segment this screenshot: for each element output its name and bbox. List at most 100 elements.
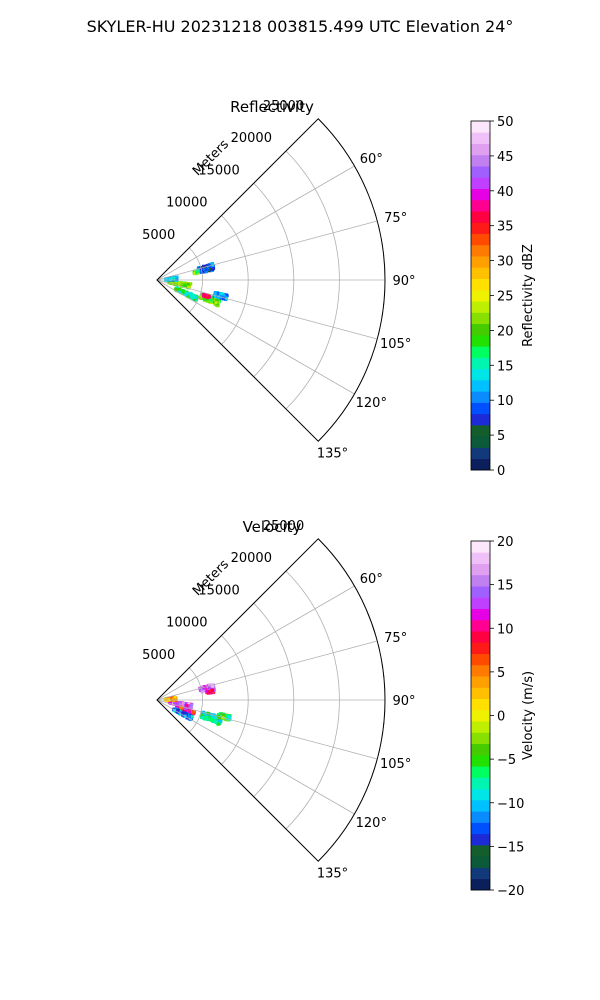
colorbar-swatch [471, 766, 490, 778]
azimuth-tick-label: 60° [360, 152, 383, 167]
colorbar-swatch [471, 642, 490, 654]
azimuth-tick-label: 105° [380, 757, 411, 772]
colorbar: −20 −15 −10 −5 0 5 10 15 20 Velocity (m/s) [470, 535, 536, 899]
echo-cluster [201, 293, 211, 300]
colorbar-swatch [471, 608, 490, 621]
echo-gate [211, 689, 215, 692]
echo-gate [211, 684, 215, 688]
colorbar-tick-label: 15 [497, 359, 514, 374]
colorbar-swatch [471, 301, 490, 313]
echo-gate [210, 718, 214, 722]
echo-gate [205, 267, 209, 271]
colorbar-tick-label: −5 [497, 753, 516, 768]
azimuth-tick-label: 135° [317, 447, 348, 462]
echo-gate [175, 275, 179, 279]
echo-gate [164, 277, 168, 281]
echo-gate [168, 277, 172, 281]
colorbar-tick-label: −15 [497, 840, 524, 855]
echo-gate [169, 281, 173, 285]
echo-gate [203, 717, 207, 721]
azimuth-gridline [156, 220, 378, 281]
colorbar-swatch [471, 312, 490, 325]
colorbar-swatch [471, 698, 490, 711]
echo-gate [183, 709, 187, 713]
echo-gate [210, 713, 214, 717]
echo-gate [188, 710, 192, 714]
echo-cluster [205, 688, 216, 695]
echo-gate [189, 282, 193, 286]
colorbar-swatch [471, 788, 490, 801]
echo-gate [183, 707, 187, 711]
range-tick-label: 25000 [263, 99, 304, 114]
colorbar-swatch [471, 709, 490, 722]
colorbar-swatch [471, 368, 490, 381]
colorbar-swatch [471, 233, 490, 246]
range-tick-label: 15000 [198, 163, 239, 178]
colorbar-swatch [471, 323, 490, 336]
colorbar: 0 5 10 15 20 25 30 35 40 45 50 Reflectivity dBZ [470, 115, 536, 479]
echo-gate [208, 717, 212, 721]
colorbar-tick-label: 20 [497, 535, 514, 550]
colorbar-swatch [471, 391, 490, 403]
colorbar-swatch [471, 664, 490, 677]
echo-gate [186, 282, 190, 286]
echo-gate [222, 297, 226, 301]
colorbar-swatch [471, 177, 490, 189]
echo-gate [191, 711, 195, 715]
echo-gate [207, 690, 211, 694]
echo-gate [222, 294, 226, 298]
colorbar-swatch [471, 597, 490, 609]
echo-gate [225, 715, 228, 719]
colorbar-swatch [471, 379, 490, 392]
echo-gate [213, 716, 217, 720]
echo-gate [180, 702, 184, 706]
azimuth-tick-label: 135° [317, 867, 348, 882]
colorbar-tick-label: 10 [497, 394, 514, 409]
echo-gate [184, 293, 188, 297]
colorbar-swatch [471, 424, 490, 437]
colorbar-swatch [471, 552, 490, 564]
range-tick-label: 20000 [231, 131, 272, 146]
echo-gate [178, 710, 182, 714]
echo-gate [220, 292, 224, 296]
colorbar-tick-label: 30 [497, 255, 514, 270]
colorbar-tick-label: 35 [497, 220, 514, 235]
colorbar-swatch [471, 132, 490, 144]
colorbar-swatch [471, 278, 490, 291]
echo-gate [181, 290, 185, 294]
echo-gate [213, 292, 217, 295]
echo-gate [210, 717, 214, 720]
azimuth-gridline [156, 165, 355, 281]
colorbar-swatch [471, 777, 490, 790]
echo-gate [183, 714, 187, 718]
echo-cluster [212, 291, 229, 301]
echo-gate [185, 703, 188, 707]
echo-gate [201, 270, 205, 274]
echo-gate [180, 707, 184, 711]
colorbar-swatch [471, 844, 490, 857]
echo-gate [187, 702, 191, 706]
echo-gate [170, 700, 174, 704]
echo-gate [202, 294, 206, 298]
echo-gate [205, 717, 209, 721]
colorbar-swatch [471, 166, 490, 178]
echo-gate [222, 713, 226, 717]
colorbar-swatch [471, 188, 490, 201]
colorbar-tick-label: 15 [497, 579, 514, 594]
echo-gate [216, 298, 220, 302]
colorbar-swatch [471, 346, 490, 358]
echo-gate [199, 270, 203, 274]
echo-gate [189, 295, 193, 299]
azimuth-tick-label: 60° [360, 572, 383, 587]
echo-gate [195, 270, 198, 274]
echo-gate [201, 712, 205, 716]
colorbar-tick-label: 0 [497, 464, 505, 479]
echo-gate [214, 720, 217, 724]
range-tick-label: 20000 [231, 551, 272, 566]
colorbar-swatch [471, 222, 490, 234]
colorbar-swatch [471, 541, 490, 553]
echo-gate [175, 702, 179, 706]
azimuth-tick-label: 90° [392, 694, 415, 709]
echo-gate [193, 297, 197, 301]
